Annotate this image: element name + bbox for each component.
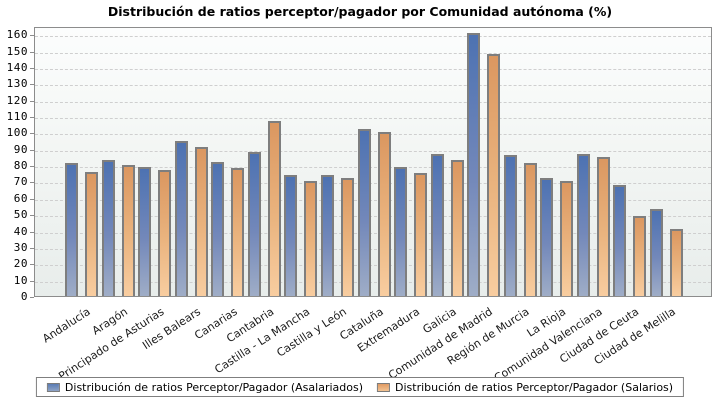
gridline (35, 248, 711, 250)
y-tick (30, 247, 34, 249)
bar-salarios (523, 163, 537, 296)
gridline (35, 216, 711, 218)
y-tick (30, 67, 34, 69)
chart-title: Distribución de ratios perceptor/pagador… (107, 4, 613, 19)
y-tick (30, 297, 34, 298)
y-tick-label: 100 (6, 126, 28, 140)
gridline (35, 101, 711, 103)
bar-salarios (85, 171, 98, 296)
y-tick (30, 51, 34, 53)
y-tick-label: 160 (6, 28, 28, 42)
bar-asalariados (576, 153, 590, 296)
y-tick-label: 130 (6, 77, 28, 91)
bar-asalariados (540, 178, 554, 296)
y-tick (30, 133, 34, 135)
bar-salarios (304, 181, 318, 296)
y-tick-label: 50 (13, 208, 28, 222)
y-tick (30, 231, 34, 233)
bar-salarios (633, 215, 647, 296)
bar-salarios (231, 168, 245, 296)
y-tick-label: 20 (13, 257, 28, 271)
legend: Distribución de ratios Perceptor/Pagador… (35, 377, 685, 397)
gridline (35, 281, 711, 283)
bar-asalariados (247, 152, 261, 296)
bar-asalariados (65, 163, 78, 296)
legend-entry-asalariados: Distribución de ratios Perceptor/Pagador… (46, 380, 363, 394)
gridline (35, 265, 711, 267)
y-tick (30, 35, 34, 37)
bar-asalariados (174, 140, 188, 296)
gridline (35, 85, 711, 87)
y-tick (30, 198, 34, 200)
gridline (35, 167, 711, 169)
bar-asalariados (284, 174, 298, 296)
gridline (35, 134, 711, 136)
bar-salarios (414, 173, 428, 296)
y-tick-label: 140 (6, 60, 28, 74)
y-tick-label: 60 (13, 191, 28, 205)
bar-asalariados (650, 209, 663, 296)
bar-asalariados (503, 155, 517, 296)
y-tick (30, 84, 34, 86)
y-tick (30, 166, 34, 168)
bar-asalariados (138, 166, 152, 296)
bar-salarios (377, 132, 391, 296)
bar-asalariados (394, 166, 408, 296)
y-tick-label: 30 (13, 240, 28, 254)
bar-salarios (670, 228, 683, 296)
y-tick (30, 100, 34, 102)
gridline (35, 36, 711, 38)
bar-salarios (158, 170, 172, 296)
y-tick (30, 215, 34, 217)
gridline (35, 199, 711, 201)
bar-salarios (487, 53, 501, 296)
bar-salarios (121, 165, 135, 296)
y-tick (30, 149, 34, 151)
legend-label: Distribución de ratios Perceptor/Pagador… (64, 380, 363, 394)
bar-salarios (450, 160, 464, 296)
gridline (35, 183, 711, 185)
bar-asalariados (211, 161, 225, 296)
y-tick-label: 150 (6, 44, 28, 58)
legend-entry-salarios: Distribución de ratios Perceptor/Pagador… (377, 381, 673, 394)
bar-asalariados (101, 160, 115, 296)
legend-label: Distribución de ratios Perceptor/Pagador… (395, 380, 674, 394)
legend-swatch-orange-icon (377, 382, 390, 392)
y-tick-label: 40 (13, 224, 28, 238)
gridline (35, 150, 711, 152)
y-tick (30, 264, 34, 266)
gridline (35, 118, 711, 119)
y-tick (30, 280, 34, 282)
y-tick-label: 110 (6, 110, 28, 123)
bar-salarios (596, 156, 610, 296)
y-tick-label: 70 (13, 175, 28, 189)
bar-asalariados (320, 174, 334, 296)
legend-swatch-blue-icon (46, 382, 60, 392)
bar-asalariados (430, 153, 444, 296)
plot-area (34, 27, 712, 297)
y-tick-label: 80 (13, 159, 28, 173)
gridline (35, 52, 711, 54)
y-tick-label: 10 (13, 273, 28, 287)
bar-asalariados (467, 32, 481, 296)
bar-asalariados (357, 129, 371, 296)
bar-salarios (340, 178, 354, 296)
y-tick (30, 182, 34, 184)
y-tick (30, 117, 34, 118)
gridline (35, 232, 711, 234)
bar-asalariados (613, 184, 627, 296)
gridline (35, 68, 711, 70)
bar-salarios (267, 120, 281, 296)
x-category-label-text: Andalucía (40, 305, 94, 346)
bar-salarios (194, 147, 208, 296)
y-tick-label: 0 (20, 290, 28, 303)
y-tick-label: 90 (13, 142, 28, 156)
bar-salarios (560, 181, 574, 296)
y-tick-label: 120 (6, 93, 28, 107)
